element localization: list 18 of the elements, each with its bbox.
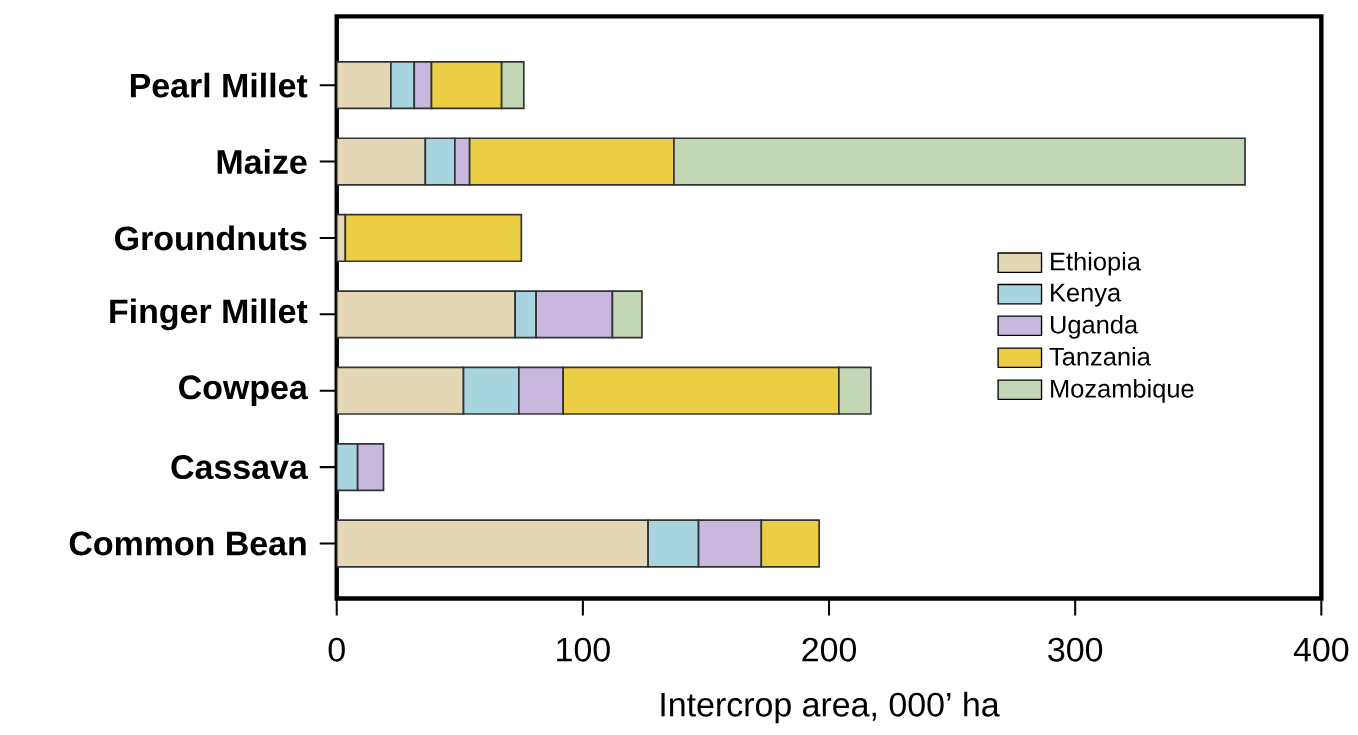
x-tick-label: 400	[1293, 637, 1349, 662]
legend-label: Tanzania	[1049, 347, 1151, 366]
legend-label: Ethiopia	[1051, 252, 1141, 276]
y-tick-label: Cassava	[171, 455, 308, 480]
x-tick-label: 0	[328, 637, 345, 662]
y-tick-label: Groundnuts	[115, 225, 307, 251]
legend-label: Mozambique	[1051, 379, 1194, 403]
legend-label: Uganda	[1050, 315, 1139, 339]
x-axis-title: Intercrop area, 000’ ha	[661, 691, 1000, 724]
x-tick-label: 100	[557, 637, 610, 662]
legend-label: Kenya	[1051, 284, 1122, 307]
x-tick-label: 300	[1048, 637, 1103, 662]
y-tick-label: Maize	[217, 149, 307, 175]
y-tick-label: Finger Millet	[110, 298, 308, 331]
y-tick-label: Cowpea	[179, 375, 309, 407]
y-tick-label: Pearl Millet	[130, 72, 308, 98]
y-tick-label: Common Bean	[69, 531, 306, 556]
x-tick-label: 200	[802, 637, 857, 662]
